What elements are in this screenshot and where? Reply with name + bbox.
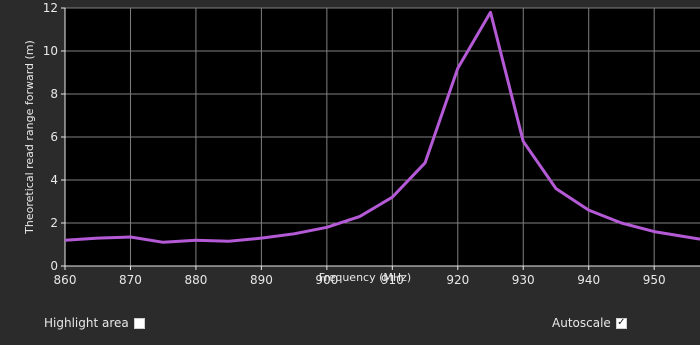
autoscale-label: Autoscale — [552, 316, 611, 330]
y-tick-label: 12 — [43, 1, 58, 15]
y-tick-label: 8 — [50, 87, 58, 101]
x-tick-label: 880 — [184, 273, 207, 287]
y-tick-label: 2 — [50, 216, 58, 230]
y-tick-label: 6 — [50, 130, 58, 144]
x-tick-label: 900 — [315, 273, 338, 287]
axis-ticks: 860 870 880 890 900 910 920 930 940 950 0 2 4 6 8 10 12 — [43, 1, 700, 287]
autoscale-checkbox[interactable]: ✓ — [615, 317, 627, 329]
x-tick-label: 890 — [250, 273, 273, 287]
highlight-area-control[interactable]: Highlight area — [44, 316, 145, 330]
x-tick-label: 920 — [446, 273, 469, 287]
series-line — [64, 10, 700, 244]
x-tick-label: 870 — [119, 273, 142, 287]
series-layer — [64, 10, 700, 244]
x-tick-label: 930 — [512, 273, 535, 287]
y-axis-title: Theoretical read range forward (m) — [23, 40, 36, 235]
highlight-area-label: Highlight area — [44, 316, 129, 330]
y-tick-label: 4 — [50, 173, 58, 187]
x-tick-label: 910 — [381, 273, 404, 287]
highlight-area-checkbox[interactable] — [133, 317, 145, 329]
y-tick-label: 0 — [50, 259, 58, 273]
x-tick-label: 860 — [54, 273, 77, 287]
autoscale-control[interactable]: Autoscale ✓ — [552, 316, 627, 330]
x-axis-title: Frequency (MHz) — [319, 271, 411, 284]
x-tick-label: 950 — [643, 273, 666, 287]
y-tick-label: 10 — [43, 44, 58, 58]
x-tick-label: 940 — [577, 273, 600, 287]
